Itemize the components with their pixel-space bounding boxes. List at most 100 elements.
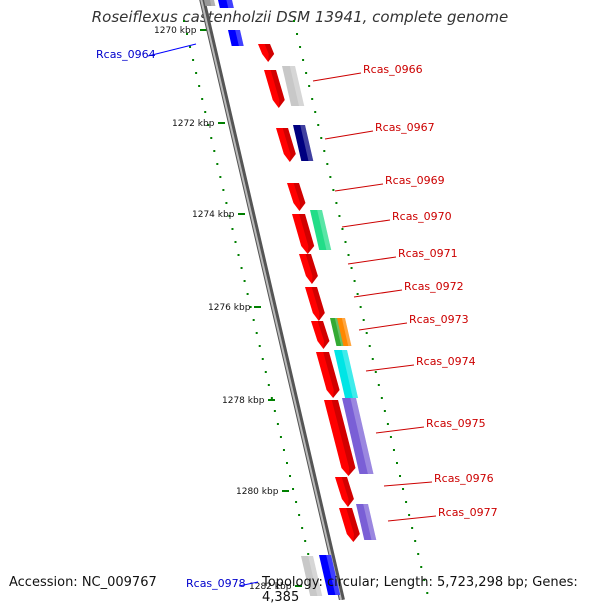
ruler-dot xyxy=(198,85,201,87)
ruler-dot xyxy=(335,202,338,204)
label-leader xyxy=(375,426,425,434)
ruler-dot xyxy=(417,553,420,555)
label-leader xyxy=(312,72,362,82)
gene-label-rcas-0971: Rcas_0971 xyxy=(398,247,458,260)
ruler-dot xyxy=(332,189,335,191)
ruler-tick-label: 1272 kbp xyxy=(172,119,215,129)
ruler-dot xyxy=(359,306,362,308)
ruler-dot xyxy=(341,228,344,230)
ruler-dot xyxy=(216,163,219,165)
cds-arrow-forward xyxy=(316,352,340,398)
cds-arrow-forward xyxy=(339,508,360,542)
ruler-dot xyxy=(207,124,210,126)
label-leader xyxy=(387,515,437,522)
ruler-dot xyxy=(231,228,234,230)
ruler-dot xyxy=(249,306,252,308)
cds-block xyxy=(342,398,374,474)
ruler-dot xyxy=(326,163,329,165)
ruler-dot xyxy=(258,345,261,347)
ruler-dot xyxy=(285,462,288,464)
cds-arrow-forward xyxy=(305,287,325,321)
ruler-tick-label: 1276 kbp xyxy=(208,303,251,313)
ruler-dot xyxy=(408,514,411,516)
ruler-dot xyxy=(392,449,395,451)
label-leader xyxy=(353,289,403,298)
ruler-tick-mark xyxy=(200,29,207,31)
ruler-dot xyxy=(252,319,255,321)
label-leader xyxy=(347,256,397,265)
ruler-dots xyxy=(183,20,429,594)
ruler-dot xyxy=(234,241,237,243)
ruler-dot xyxy=(338,215,341,217)
ruler-dot xyxy=(402,488,405,490)
ruler-dot xyxy=(426,592,429,594)
ruler-tick-mark xyxy=(238,213,245,215)
gene-label-rcas-0973: Rcas_0973 xyxy=(409,313,469,326)
ruler-dot xyxy=(270,397,273,399)
label-leader xyxy=(365,364,415,372)
cds-block xyxy=(218,0,234,8)
ruler-dot xyxy=(353,280,356,282)
ruler-ticks: 1270 kbp 1272 kbp 1274 kbp 1276 kbp 1278 kbp… xyxy=(154,26,302,592)
label-leader xyxy=(341,219,391,228)
cds-block xyxy=(293,125,314,161)
ruler-dot xyxy=(292,488,295,490)
ruler-dot xyxy=(183,20,185,22)
ruler-dot xyxy=(329,176,332,178)
genome-title: Roseiflexus castenholzii DSM 13941, comp… xyxy=(91,8,509,26)
ruler-dot xyxy=(308,85,311,87)
ruler-dot xyxy=(414,540,417,542)
ruler-dot xyxy=(189,46,192,48)
ruler-dot xyxy=(347,254,350,256)
ruler-tick-mark xyxy=(295,585,302,587)
cds-arrow-forward xyxy=(258,44,275,62)
ruler-tick-label: 1274 kbp xyxy=(192,210,235,220)
label-leaders xyxy=(147,43,437,587)
ruler-dot xyxy=(350,267,353,269)
ruler-dot xyxy=(405,501,408,503)
cds-arrow-forward xyxy=(335,477,354,507)
ruler-dot xyxy=(320,137,323,139)
ruler-dot xyxy=(276,423,279,425)
ruler-dot xyxy=(311,98,314,100)
ruler-dot xyxy=(213,150,216,152)
gene-label-rcas-0969: Rcas_0969 xyxy=(385,174,445,187)
ruler-dot xyxy=(201,98,204,100)
ruler-dot xyxy=(279,436,282,438)
cds-arrow-forward xyxy=(292,214,315,254)
gene-labels: Rcas_0966 Rcas_0967 Rcas_0969 Rcas_0970 Rcas… xyxy=(96,48,498,590)
ruler-dot xyxy=(420,566,423,568)
ruler-dot xyxy=(296,33,299,35)
ruler-dot xyxy=(323,150,326,152)
ruler-dot xyxy=(299,46,302,48)
ruler-dot xyxy=(399,475,402,477)
ruler-dot xyxy=(186,33,189,35)
gene-label-rcas-0976: Rcas_0976 xyxy=(434,472,494,485)
gene-label-rcas-0967: Rcas_0967 xyxy=(375,121,435,134)
ruler-dot xyxy=(273,410,276,412)
gene-label-rcas-0964: Rcas_0964 xyxy=(96,48,156,61)
cds-block xyxy=(334,350,359,398)
ruler-dot xyxy=(219,176,222,178)
ruler-dot xyxy=(261,358,264,360)
label-leader xyxy=(358,322,408,331)
ruler-dot xyxy=(304,540,307,542)
ruler-dot xyxy=(365,332,368,334)
ruler-tick-mark xyxy=(218,122,225,124)
cds-arrow-forward xyxy=(264,70,285,108)
cds-arrow-forward xyxy=(276,128,296,162)
ruler-tick-mark xyxy=(268,399,275,401)
cds-block xyxy=(204,0,216,6)
ruler-dot xyxy=(411,527,414,529)
label-leader xyxy=(383,481,433,487)
ruler-dot xyxy=(195,72,198,74)
ruler-dot xyxy=(222,189,225,191)
label-leader xyxy=(334,183,384,192)
ruler-dot xyxy=(344,241,347,243)
ruler-dot xyxy=(295,501,298,503)
cds-arrow-forward xyxy=(299,254,318,284)
ruler-dot xyxy=(225,202,228,204)
ruler-dot xyxy=(289,475,292,477)
ruler-tick-label: 1282 kbp xyxy=(249,582,292,592)
